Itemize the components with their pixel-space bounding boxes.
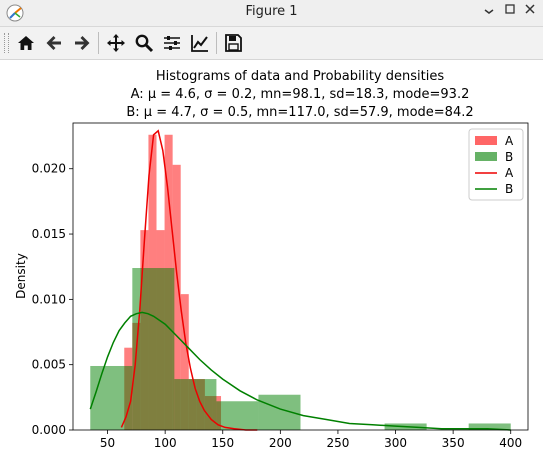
histogram-bar-b [468, 423, 511, 430]
window-title: Figure 1 [245, 4, 298, 19]
x-tick-label: 50 [100, 436, 115, 450]
x-tick-label: 250 [326, 436, 349, 450]
back-button[interactable] [42, 31, 66, 55]
customize-icon [191, 35, 208, 52]
x-tick-label: 400 [499, 436, 522, 450]
maximize-button[interactable] [501, 3, 519, 21]
chart-title-line1: Histograms of data and Probability densi… [156, 69, 444, 84]
histogram-bar-a [180, 294, 189, 430]
x-tick-label: 300 [384, 436, 407, 450]
y-tick-label: 0.010 [32, 292, 66, 306]
zoom-button[interactable] [132, 31, 156, 55]
y-tick-label: 0.020 [32, 162, 66, 176]
minimize-icon [484, 9, 494, 14]
minimize-button[interactable] [480, 3, 498, 21]
histogram-bar-b [132, 268, 175, 430]
x-tick-label: 200 [269, 436, 292, 450]
toolbar-grip[interactable] [4, 33, 9, 53]
x-tick-label: 350 [442, 436, 465, 450]
navigation-toolbar [0, 27, 543, 60]
figure-canvas[interactable]: Histograms of data and Probability densi… [0, 60, 543, 464]
density-line-b [89, 311, 511, 431]
density-line-a [120, 129, 258, 431]
x-tick-label: 100 [154, 436, 177, 450]
legend-label: B [505, 150, 513, 164]
home-icon [18, 36, 34, 50]
y-tick-label: 0.005 [32, 358, 66, 372]
pan-icon [107, 34, 125, 52]
matplotlib-logo-icon [6, 4, 24, 22]
save-button[interactable] [221, 31, 245, 55]
legend-swatch-a [475, 136, 497, 145]
chart-title-line3: B: μ = 4.7, σ = 0.5, mn=117.0, sd=57.9, … [126, 105, 473, 120]
toolbar-separator [98, 32, 99, 54]
maximize-icon [505, 4, 515, 14]
pan-button[interactable] [104, 31, 128, 55]
customize-button[interactable] [188, 31, 212, 55]
x-tick-label: 150 [211, 436, 234, 450]
y-tick-label: 0.000 [32, 423, 66, 437]
histogram-bar-a [172, 164, 181, 430]
toolbar-separator [216, 32, 217, 54]
close-button[interactable] [521, 3, 539, 21]
legend-label: A [505, 134, 514, 148]
save-icon [225, 34, 242, 52]
histogram-bar-b [216, 401, 259, 430]
legend-box [468, 128, 524, 201]
title-bar: Figure 1 [0, 0, 543, 27]
histogram-bar-b [90, 365, 133, 430]
home-button[interactable] [14, 31, 38, 55]
close-icon [525, 4, 535, 14]
y-tick-label: 0.015 [32, 227, 66, 241]
plot-area: 50 100 150 200 250 300 350 400 0.000 0.005 0.010 0.… [32, 122, 529, 450]
legend-label: B [505, 182, 513, 196]
back-icon [46, 36, 61, 50]
forward-button[interactable] [70, 31, 94, 55]
chart-title-line2: A: μ = 4.6, σ = 0.2, mn=98.1, sd=18.3, m… [131, 87, 470, 102]
histogram-chart: Histograms of data and Probability densi… [14, 69, 529, 450]
subplots-button[interactable] [160, 31, 184, 55]
legend-swatch-b [475, 152, 497, 161]
subplots-icon [164, 36, 180, 50]
zoom-icon [135, 34, 154, 53]
forward-icon [75, 36, 90, 50]
legend-label: A [505, 166, 514, 180]
axes-frame [72, 122, 529, 431]
y-axis-label: Density [14, 253, 28, 299]
